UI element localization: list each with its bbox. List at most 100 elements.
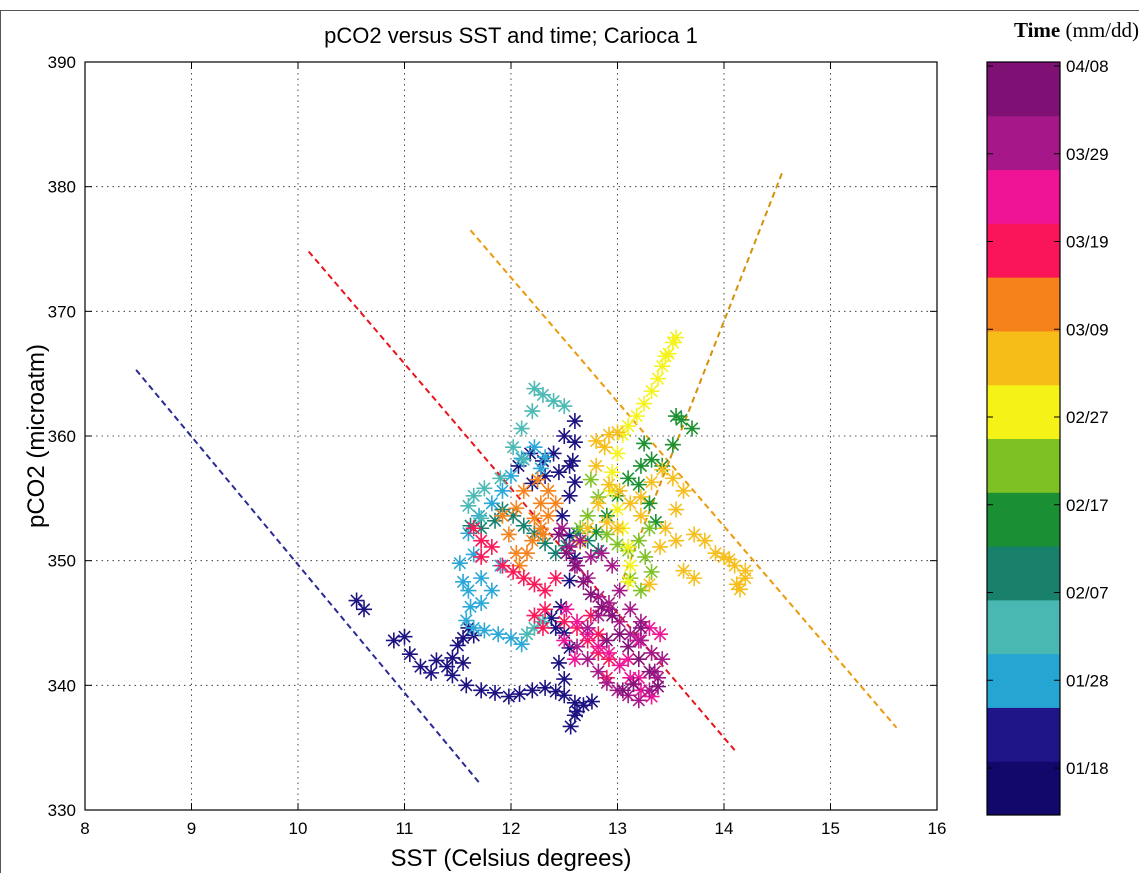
data-point bbox=[503, 467, 519, 484]
colorbar-segment bbox=[987, 169, 1060, 224]
data-point bbox=[460, 582, 477, 599]
data-point bbox=[654, 358, 671, 375]
data-point bbox=[515, 451, 532, 468]
data-point bbox=[632, 457, 649, 474]
data-point bbox=[664, 334, 681, 351]
data-point bbox=[590, 588, 607, 605]
data-point bbox=[490, 626, 507, 643]
data-point bbox=[604, 464, 621, 481]
data-point bbox=[625, 676, 642, 693]
data-point bbox=[537, 601, 554, 618]
data-point bbox=[582, 586, 599, 603]
data-point bbox=[508, 545, 525, 562]
data-point bbox=[643, 688, 660, 705]
data-point bbox=[561, 487, 578, 504]
data-point bbox=[500, 688, 517, 705]
data-point bbox=[609, 501, 626, 518]
data-point bbox=[476, 622, 493, 639]
data-point bbox=[526, 576, 543, 593]
x-tick-label: 15 bbox=[821, 819, 840, 838]
y-tick-label: 350 bbox=[48, 552, 76, 571]
data-point bbox=[513, 636, 530, 653]
data-point bbox=[637, 548, 654, 565]
data-point bbox=[524, 682, 541, 699]
data-point bbox=[526, 607, 543, 624]
data-point bbox=[566, 474, 583, 491]
data-point bbox=[483, 495, 500, 512]
data-point bbox=[487, 684, 504, 701]
data-point bbox=[598, 514, 615, 531]
data-point bbox=[636, 435, 653, 452]
colorbar-segment bbox=[987, 115, 1060, 171]
data-point bbox=[716, 548, 732, 565]
colorbar-tick-label: 01/18 bbox=[1066, 759, 1109, 778]
y-tick-label: 380 bbox=[48, 178, 76, 197]
colorbar-segment bbox=[987, 330, 1060, 386]
data-point bbox=[641, 576, 658, 593]
data-point bbox=[455, 654, 472, 671]
data-point bbox=[561, 639, 578, 656]
data-point bbox=[566, 557, 583, 574]
data-point bbox=[622, 669, 639, 686]
data-point bbox=[657, 520, 674, 537]
y-tick-label: 340 bbox=[48, 676, 76, 695]
data-point bbox=[556, 632, 573, 649]
data-point bbox=[526, 439, 543, 456]
chart-title: pCO2 versus SST and time; Carioca 1 bbox=[324, 23, 698, 48]
data-point bbox=[622, 626, 639, 643]
data-point bbox=[529, 471, 546, 488]
data-point bbox=[513, 420, 530, 437]
data-point bbox=[505, 563, 522, 580]
data-point bbox=[492, 470, 509, 487]
data-point bbox=[494, 482, 511, 499]
data-point bbox=[664, 436, 681, 453]
data-point bbox=[566, 434, 583, 451]
data-point bbox=[522, 445, 539, 462]
data-point bbox=[572, 532, 589, 549]
data-point bbox=[611, 582, 628, 599]
x-tick-label: 13 bbox=[608, 819, 627, 838]
data-point bbox=[726, 557, 743, 574]
data-point bbox=[632, 507, 649, 524]
data-point bbox=[556, 613, 573, 630]
data-point bbox=[545, 445, 562, 462]
data-point bbox=[494, 557, 511, 574]
data-point bbox=[721, 551, 738, 568]
data-point bbox=[554, 520, 571, 537]
data-point bbox=[609, 445, 626, 462]
data-point bbox=[628, 408, 645, 425]
data-point bbox=[532, 520, 549, 537]
data-point bbox=[600, 595, 617, 612]
data-point bbox=[652, 538, 669, 555]
colorbar-segment bbox=[987, 599, 1060, 655]
data-point bbox=[465, 619, 482, 636]
data-point bbox=[630, 532, 647, 549]
data-point bbox=[518, 626, 535, 643]
colorbar-segment bbox=[987, 546, 1060, 601]
data-point bbox=[620, 418, 637, 435]
data-point bbox=[483, 538, 500, 555]
data-point bbox=[515, 482, 532, 499]
x-tick-label: 8 bbox=[80, 819, 89, 838]
data-point bbox=[664, 470, 681, 487]
data-point bbox=[614, 682, 631, 699]
colorbar-segment bbox=[987, 761, 1060, 816]
data-point bbox=[547, 683, 564, 700]
data-point bbox=[620, 538, 637, 555]
data-point bbox=[518, 545, 535, 562]
data-point bbox=[537, 582, 554, 599]
colorbar-title: Time (mm/dd) bbox=[1014, 18, 1139, 42]
data-point bbox=[455, 629, 472, 646]
data-point bbox=[632, 582, 649, 599]
data-point bbox=[649, 678, 666, 695]
colorbar-segment bbox=[987, 653, 1060, 708]
data-point bbox=[526, 510, 543, 527]
data-point bbox=[611, 482, 628, 499]
data-point bbox=[647, 514, 664, 531]
data-point bbox=[593, 598, 610, 615]
data-point bbox=[630, 651, 647, 668]
data-point bbox=[515, 517, 532, 534]
data-point bbox=[630, 669, 647, 686]
data-point bbox=[575, 697, 592, 714]
